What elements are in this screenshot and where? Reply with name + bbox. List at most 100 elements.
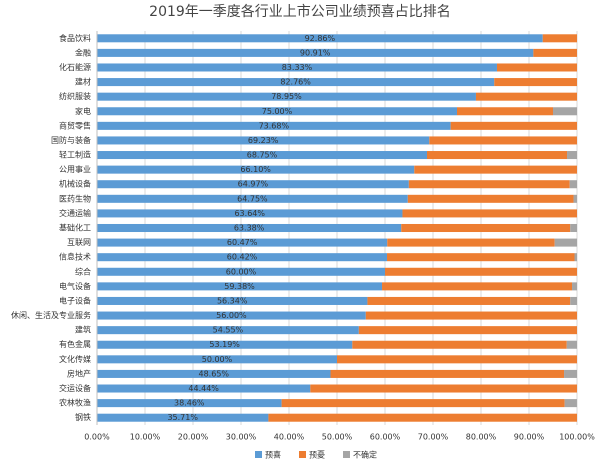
bar-segment — [97, 34, 543, 43]
bar-segment — [97, 180, 409, 189]
bar-segment — [429, 136, 577, 145]
x-tick-label: 10.00% — [130, 433, 161, 442]
value-label: 90.91% — [300, 48, 331, 57]
bar-segment — [457, 107, 553, 116]
bar-segment — [385, 267, 577, 276]
bar-segment — [533, 48, 577, 57]
legend-swatch — [343, 451, 350, 458]
bar-segment — [97, 194, 408, 203]
value-label: 92.86% — [305, 34, 336, 43]
bar-segment — [97, 369, 331, 378]
bar-segment — [97, 326, 359, 335]
bar-segment — [97, 355, 337, 364]
value-label: 83.33% — [282, 63, 313, 72]
value-label: 56.00% — [216, 311, 247, 320]
bar-segment — [365, 311, 577, 320]
bar-segment — [408, 180, 570, 189]
value-label: 78.95% — [271, 92, 302, 101]
bar-segment — [97, 107, 457, 116]
value-label: 73.68% — [259, 121, 290, 130]
bar-segment — [97, 282, 383, 291]
value-label: 53.19% — [209, 340, 240, 349]
bar-segment — [475, 92, 577, 101]
bar-segment — [407, 194, 574, 203]
y-tick-label: 基础化工 — [59, 223, 91, 233]
bar-segment — [450, 121, 577, 130]
y-tick-label: 互联网 — [67, 238, 91, 247]
value-label: 66.10% — [240, 165, 271, 174]
bar-segment — [542, 34, 577, 43]
value-label: 59.38% — [224, 282, 255, 291]
x-tick-label: 80.00% — [466, 433, 497, 442]
y-tick-label: 国防与装备 — [51, 135, 91, 145]
bar-segment — [401, 223, 571, 233]
x-tick-label: 60.00% — [370, 433, 401, 442]
bar-segment — [97, 399, 282, 408]
legend-label: 不确定 — [353, 450, 377, 460]
bar-segment — [97, 413, 269, 422]
y-tick-label: 有色金属 — [59, 339, 91, 349]
legend-swatch — [255, 451, 262, 458]
y-tick-label: 商贸零售 — [59, 120, 91, 130]
value-label: 35.71% — [167, 413, 198, 422]
bar-segment — [564, 369, 577, 378]
bar-segment — [573, 194, 577, 203]
bar-segment — [402, 209, 577, 218]
y-tick-label: 家电 — [75, 106, 91, 116]
bar-segment — [494, 78, 577, 87]
y-tick-label: 钢铁 — [75, 412, 91, 422]
bar-segment — [569, 180, 577, 189]
value-label: 60.42% — [227, 253, 258, 262]
y-tick-label: 金融 — [75, 47, 91, 57]
chart-title: 2019年一季度各行业上市公司业绩预喜占比排名 — [149, 3, 451, 20]
bar-segment — [367, 296, 571, 305]
y-tick-label: 建筑 — [75, 325, 91, 335]
legend-label: 预憂 — [309, 450, 325, 460]
x-tick-label: 0.00% — [84, 433, 110, 442]
bar-segment — [382, 282, 573, 291]
value-label: 63.38% — [234, 224, 265, 233]
bar-segment — [97, 253, 388, 262]
bar-segment — [268, 413, 577, 422]
bar-segment — [281, 399, 565, 408]
y-tick-label: 纺织服装 — [59, 91, 91, 101]
bar-segment — [97, 136, 430, 145]
legend-label: 预喜 — [265, 450, 281, 460]
y-tick-label: 建材 — [75, 77, 91, 87]
bar-segment — [553, 107, 577, 116]
bar-segment — [570, 296, 577, 305]
value-label: 44.44% — [188, 384, 219, 393]
y-tick-label: 电子设备 — [59, 295, 91, 305]
bar-segment — [387, 238, 555, 247]
value-label: 38.46% — [174, 399, 205, 408]
x-tick-label: 20.00% — [178, 433, 209, 442]
x-tick-label: 30.00% — [226, 433, 257, 442]
y-tick-label: 化石能源 — [59, 62, 91, 72]
value-label: 60.47% — [227, 238, 258, 247]
bar-segment — [97, 311, 366, 320]
bar-segment — [97, 48, 534, 57]
bar-segment — [97, 78, 495, 87]
y-tick-label: 交运设备 — [59, 383, 91, 393]
x-tick-label: 40.00% — [274, 433, 305, 442]
value-label: 75.00% — [262, 107, 293, 116]
bar-segment — [97, 296, 368, 305]
bar-segment — [97, 384, 311, 393]
bar-segment — [554, 238, 577, 247]
bar-segment — [337, 355, 577, 364]
value-label: 68.75% — [247, 151, 278, 160]
x-tick-label: 70.00% — [418, 433, 449, 442]
bar-segment — [574, 253, 577, 262]
y-tick-label: 轻工制造 — [59, 150, 91, 160]
y-tick-label: 综合 — [75, 266, 91, 276]
value-label: 54.55% — [213, 326, 244, 335]
bar-segment — [352, 340, 567, 349]
legend-swatch — [299, 451, 306, 458]
y-tick-label: 公用事业 — [59, 164, 91, 174]
bar-segment — [572, 282, 577, 291]
y-tick-label: 电气设备 — [59, 281, 91, 291]
value-label: 56.34% — [217, 296, 248, 305]
bar-segment — [310, 384, 577, 393]
value-label: 82.76% — [280, 78, 311, 87]
